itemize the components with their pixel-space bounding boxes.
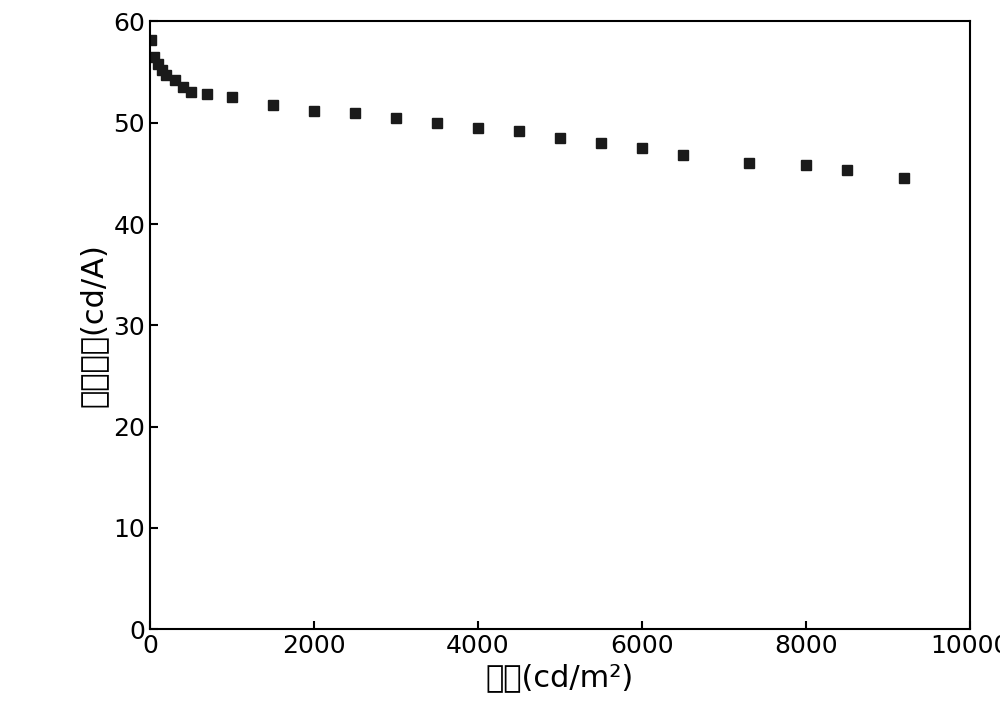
Y-axis label: 电流效率(cd/A): 电流效率(cd/A) [79, 243, 108, 408]
X-axis label: 亮度(cd/m²): 亮度(cd/m²) [486, 664, 634, 693]
